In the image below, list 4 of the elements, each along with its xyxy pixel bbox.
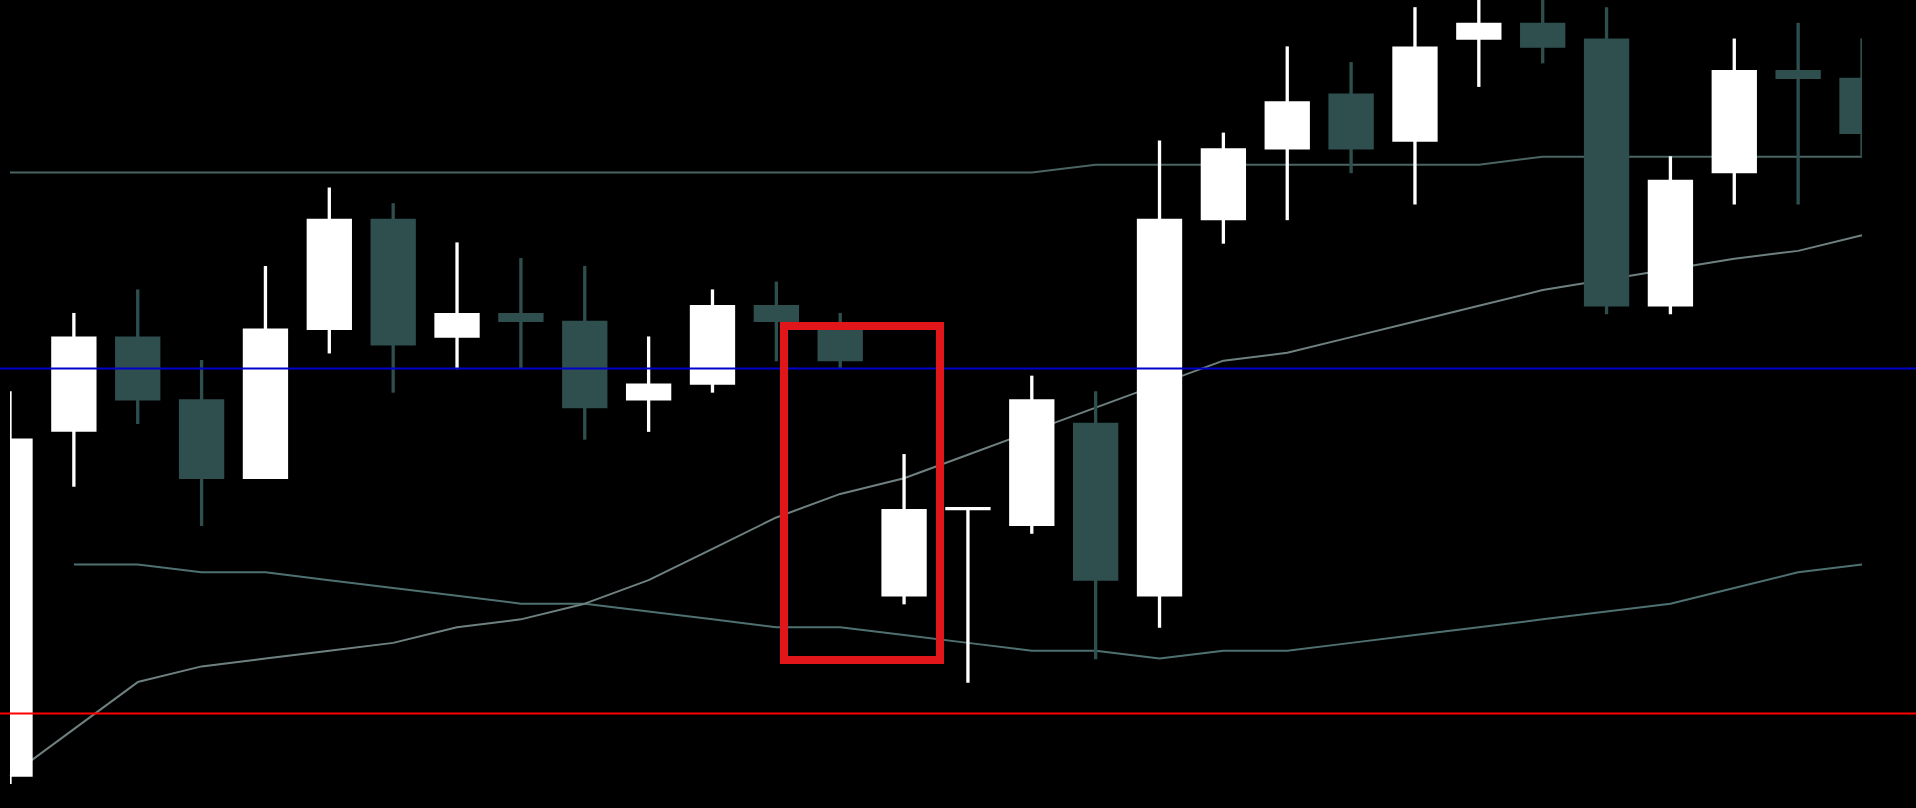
candlestick [498,258,544,370]
candlestick [1775,22,1821,205]
candlestick [945,506,991,683]
candlestick [434,242,480,370]
